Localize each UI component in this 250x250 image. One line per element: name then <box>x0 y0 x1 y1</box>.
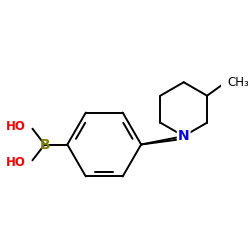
Text: HO: HO <box>6 120 25 132</box>
Text: HO: HO <box>6 156 25 170</box>
Text: N: N <box>178 129 190 143</box>
Text: B: B <box>39 138 50 151</box>
Text: CH₃: CH₃ <box>228 76 249 90</box>
